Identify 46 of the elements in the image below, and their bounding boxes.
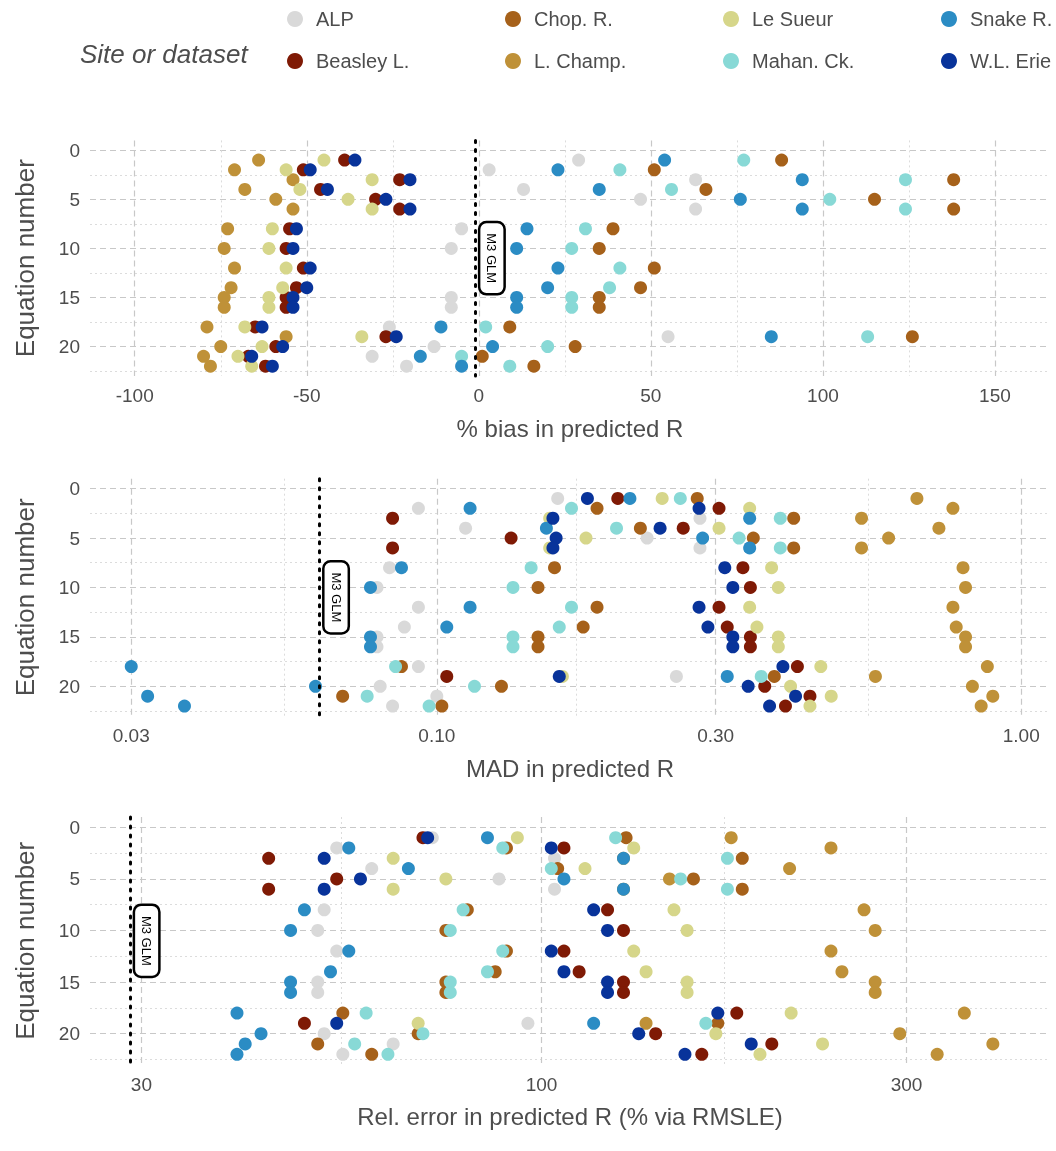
x-tick-label: 0.03 (112, 725, 150, 746)
y-tick-label: 10 (58, 919, 80, 941)
x-tick-label: 100 (807, 385, 839, 406)
legend-title: Site or dataset (80, 39, 250, 69)
x-tick-label: -100 (115, 385, 154, 406)
y-tick-label: 20 (58, 675, 80, 697)
legend-label: Le Sueur (752, 8, 834, 30)
y-tick-label: 10 (58, 576, 80, 598)
y-tick-label: 20 (58, 336, 80, 358)
legend-label: W.L. Erie (970, 50, 1052, 72)
legend-label: Snake R. (970, 8, 1053, 30)
x-tick-label: 0 (473, 385, 485, 406)
x-axis-title: Rel. error in predicted R (% via RMSLE) (357, 1103, 783, 1131)
y-tick-label: 20 (58, 1023, 80, 1045)
y-axis-title: Equation number (10, 498, 40, 697)
y-tick-label: 5 (69, 868, 80, 890)
x-tick-label: 150 (979, 385, 1011, 406)
y-tick-label: 0 (69, 139, 80, 161)
y-tick-label: 10 (58, 237, 80, 259)
x-axis-title: MAD in predicted R (465, 754, 675, 782)
x-tick-label: 30 (130, 1073, 152, 1095)
y-tick-label: 15 (58, 971, 80, 993)
x-tick-label: 0.10 (418, 725, 456, 746)
x-tick-label: 100 (525, 1073, 558, 1095)
legend-label: Mahan. Ck. (752, 50, 855, 72)
ref-line-label: M3 GLM (328, 572, 344, 623)
x-tick-label: 50 (640, 385, 662, 406)
y-axis-title: Equation number (10, 158, 40, 358)
y-tick-label: 5 (69, 527, 80, 549)
x-tick-label: 0.30 (697, 725, 735, 746)
x-tick-label: 300 (890, 1073, 923, 1095)
legend-label: L. Champ. (534, 50, 627, 72)
ref-line-label: M3 GLM (484, 233, 500, 284)
legend-label: Chop. R. (534, 8, 613, 30)
y-tick-label: 15 (58, 286, 80, 308)
y-tick-label: 5 (69, 188, 80, 210)
x-axis-title: % bias in predicted R (456, 414, 684, 442)
y-tick-label: 0 (69, 816, 80, 838)
x-tick-label: 1.00 (1002, 725, 1040, 746)
legend-label: ALP (316, 8, 354, 30)
y-axis-title: Equation number (10, 841, 40, 1040)
x-tick-label: -50 (293, 385, 321, 406)
y-tick-label: 15 (58, 626, 80, 648)
ref-line-label: M3 GLM (139, 915, 155, 966)
y-tick-label: 0 (69, 478, 80, 500)
legend-label: Beasley L. (316, 50, 410, 72)
